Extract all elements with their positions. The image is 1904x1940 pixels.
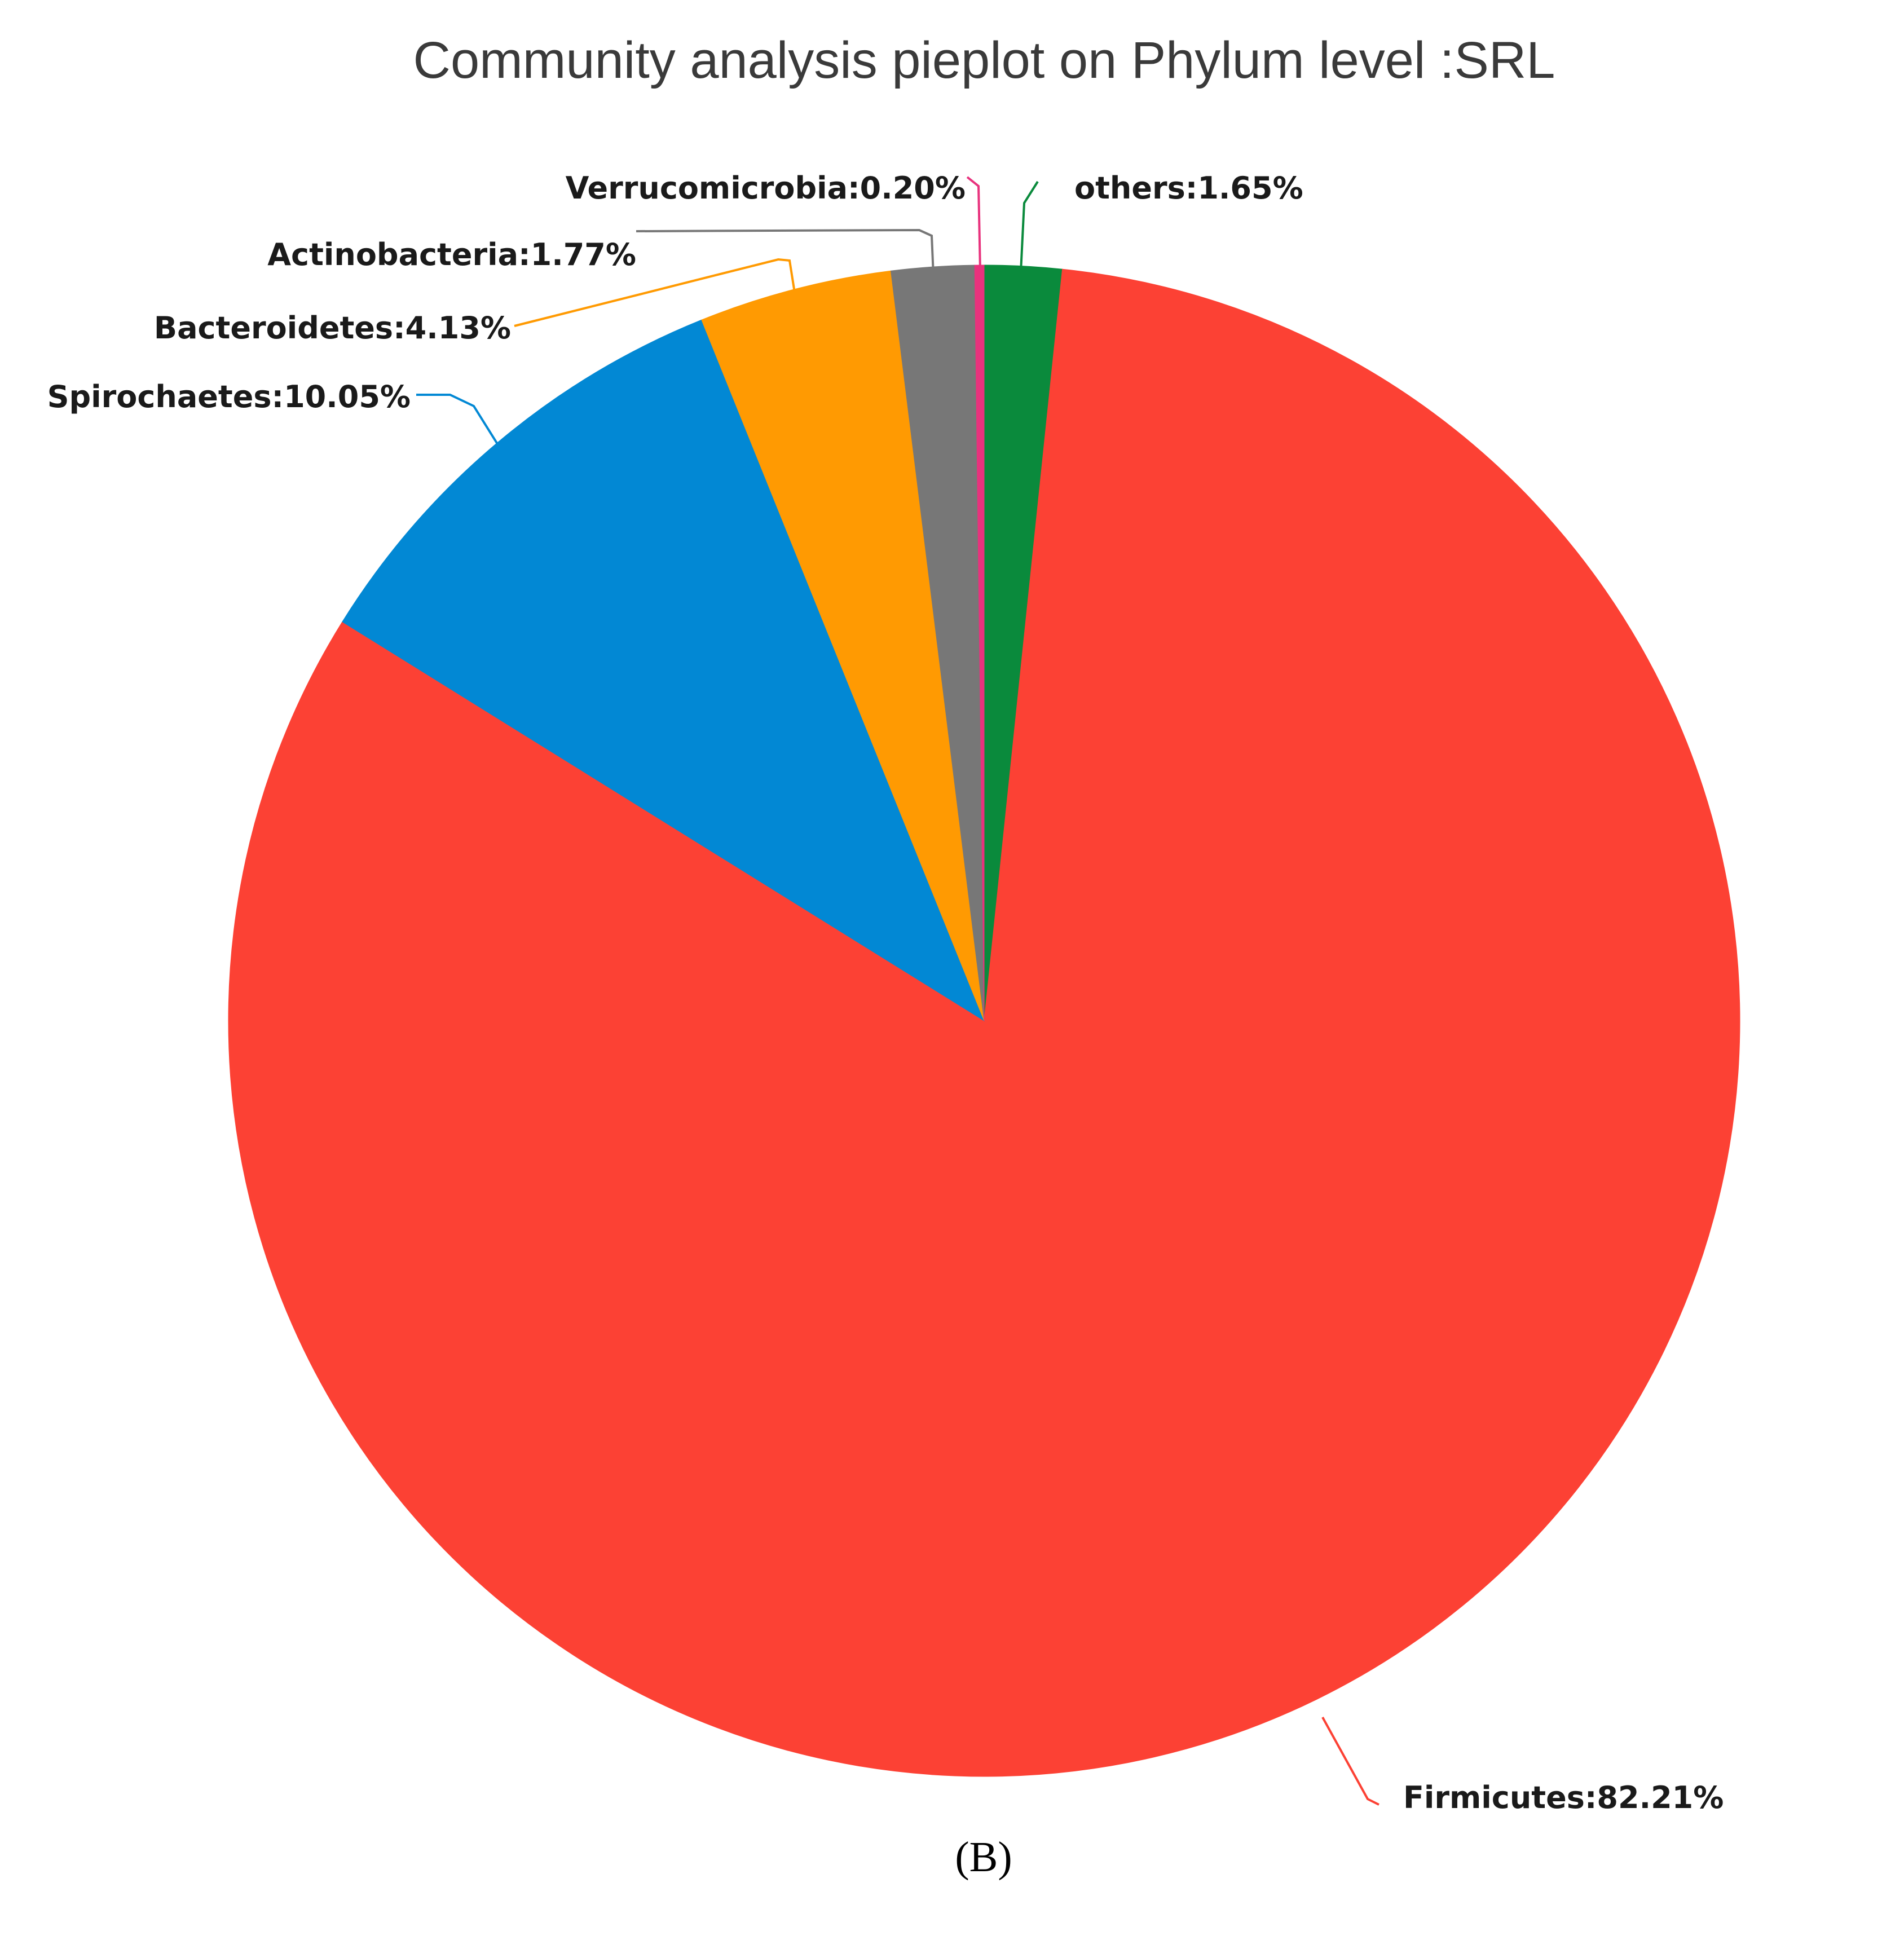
slice-label-others: others:1.65%: [1074, 170, 1303, 206]
slice-label-actinobacteria: Actinobacteria:1.77%: [267, 237, 636, 272]
slice-label-spirochaetes: Spirochaetes:10.05%: [47, 379, 411, 415]
panel-label: (B): [955, 1833, 1012, 1881]
leader-line-others: [1020, 180, 1039, 272]
slice-label-firmicutes: Firmicutes:82.21%: [1403, 1780, 1724, 1815]
pie-slice-spirochaetes: [342, 319, 985, 1022]
slice-label-bacteroidetes: Bacteroidetes:4.13%: [154, 310, 511, 346]
leader-line-bacteroidetes: [514, 258, 796, 327]
slice-labels: others:1.65% Firmicutes:82.21% Spirochaete…: [47, 170, 1724, 1815]
pie-slices: [228, 264, 1740, 1777]
leader-line-firmicutes: [1321, 1717, 1379, 1806]
leader-line-actinobacteria: [636, 228, 935, 276]
pie-slice-firmicutes: [228, 268, 1740, 1777]
leader-lines: [416, 176, 1379, 1806]
chart-title: Community analysis pieplot on Phylum lev…: [413, 32, 1555, 89]
leader-line-verrucomicrobia: [966, 176, 981, 271]
leader-line-spirochaetes: [416, 394, 503, 452]
slice-label-verrucomicrobia: Verrucomicrobia:0.20%: [566, 170, 966, 206]
